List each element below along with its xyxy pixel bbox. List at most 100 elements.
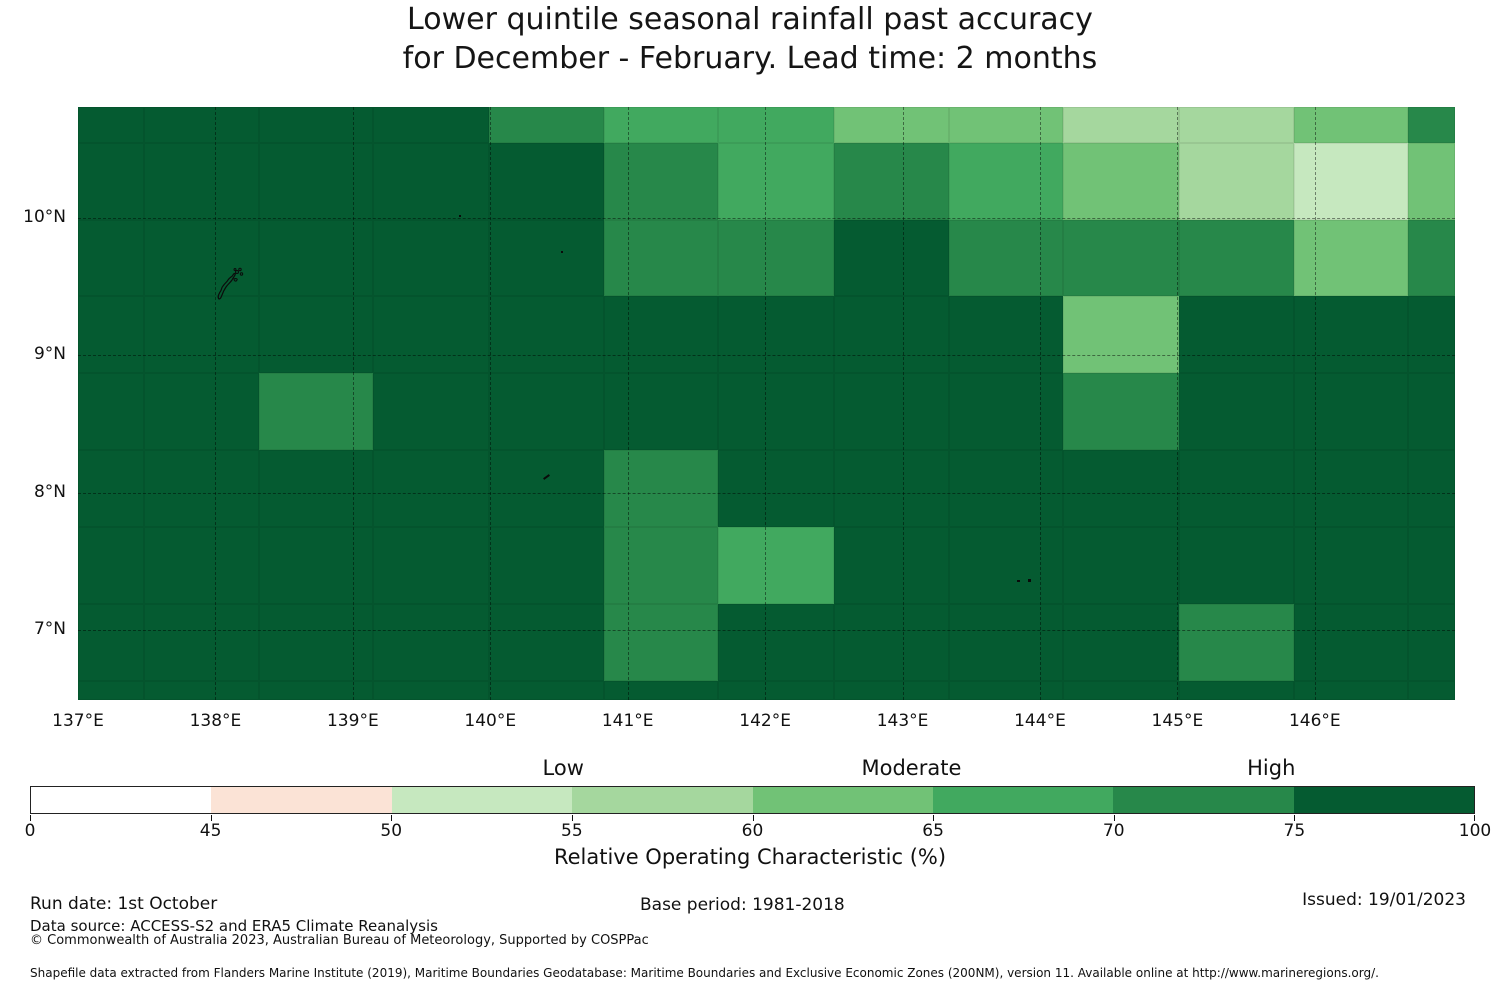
roc-cell [488,450,605,528]
roc-cell [949,296,1064,374]
roc-cell [78,296,144,374]
run-date-text: Run date: 1st October [30,894,218,914]
x-tick-label: 139°E [326,711,379,731]
colorbar-ticks [30,815,1475,821]
roc-cell [143,450,260,528]
roc-cell [718,373,834,451]
roc-cell [718,603,834,681]
roc-cell [1178,450,1295,528]
colorbar-tick-label: 0 [24,821,36,841]
colorbar-tick-labels: 0 45 50 55 60 65 70 75 100 [25,821,1492,843]
roc-cell [78,219,144,297]
colorbar-tick [1113,815,1115,821]
roc-cell [949,107,1064,143]
roc-cell [373,142,489,220]
roc-cell [833,373,950,451]
roc-cell [1178,107,1295,143]
roc-cell [488,680,605,700]
x-tick-label: 144°E [1014,711,1066,731]
roc-cell [1063,450,1179,528]
roc-cell [373,373,489,451]
roc-cell [604,603,719,681]
roc-cell [604,450,719,528]
small-island-mark [459,215,461,217]
small-island-mark [1017,580,1020,582]
roc-cell [259,527,374,604]
roc-cell [259,373,374,451]
roc-cell [78,373,144,451]
roc-cell [718,680,834,700]
roc-cell [1408,296,1455,374]
roc-cell [1178,603,1295,681]
colorbar-category-low: Low [542,756,584,780]
roc-cell [604,527,719,604]
roc-cell [78,603,144,681]
parallel-gridline [78,492,1455,494]
roc-cell [1408,450,1455,528]
colorbar-tick-label: 45 [199,821,222,841]
chart-title-line1: Lower quintile seasonal rainfall past ac… [407,2,1093,37]
y-tick-label: 7°N [33,618,66,639]
roc-cell [949,680,1064,700]
roc-cell [143,603,260,681]
meridian-gridline [627,107,629,700]
roc-cell [1294,142,1409,220]
colorbar-tick-label: 70 [1102,821,1125,841]
colorbar-segment-55-60 [572,787,753,813]
colorbar-tick-label: 65 [922,821,944,841]
colorbar-segment-60-65 [752,787,933,813]
colorbar-tick [752,815,754,821]
roc-cell [718,296,834,374]
roc-cell [78,450,144,528]
roc-cell [1294,680,1409,700]
roc-cell [833,527,950,604]
y-tick-label: 10°N [23,207,66,228]
roc-cell [1063,296,1179,374]
roc-cell [1063,107,1179,143]
data-source-text: Data source: ACCESS-S2 and ERA5 Climate … [30,917,438,935]
meridian-gridline [490,107,492,700]
parallel-gridline [78,355,1455,357]
colorbar-tick-label: 50 [380,821,403,841]
roc-cell [259,219,374,297]
parallel-gridline [78,629,1455,631]
roc-cell [488,527,605,604]
roc-cell [373,603,489,681]
roc-cell [949,603,1064,681]
colorbar-segment-45-50 [211,787,392,813]
colorbar-tick [210,815,212,821]
x-tick-label: 138°E [189,711,242,731]
colorbar-tick [1474,815,1475,821]
roc-cell [373,680,489,700]
parallel-gridline [78,218,1455,220]
roc-cell [833,680,950,700]
roc-cell [259,296,374,374]
meridian-gridline [215,107,217,700]
colorbar-tick [1294,815,1296,821]
chart-title-line2: for December - February. Lead time: 2 mo… [402,41,1098,76]
roc-cell [1063,603,1179,681]
roc-cell [1408,373,1455,451]
roc-cell [1408,219,1455,297]
meridian-gridline [1039,107,1041,700]
small-island-mark [1028,579,1031,582]
roc-cell [1294,603,1409,681]
roc-cell [1294,296,1409,374]
colorbar-segment-65-70 [932,787,1114,813]
roc-cell [259,107,374,143]
roc-cell [1408,603,1455,681]
roc-cell [1178,219,1295,297]
roc-cell [373,296,489,374]
roc-cell [1063,373,1179,451]
meridian-gridline [352,107,354,700]
roc-cell [1063,219,1179,297]
roc-cell [259,142,374,220]
aru-islands-outline [217,267,244,300]
roc-cell [488,373,605,451]
roc-cell [949,527,1064,604]
roc-cell [718,450,834,528]
roc-cell [78,142,144,220]
roc-cell [1408,107,1455,143]
roc-cell [833,107,950,143]
